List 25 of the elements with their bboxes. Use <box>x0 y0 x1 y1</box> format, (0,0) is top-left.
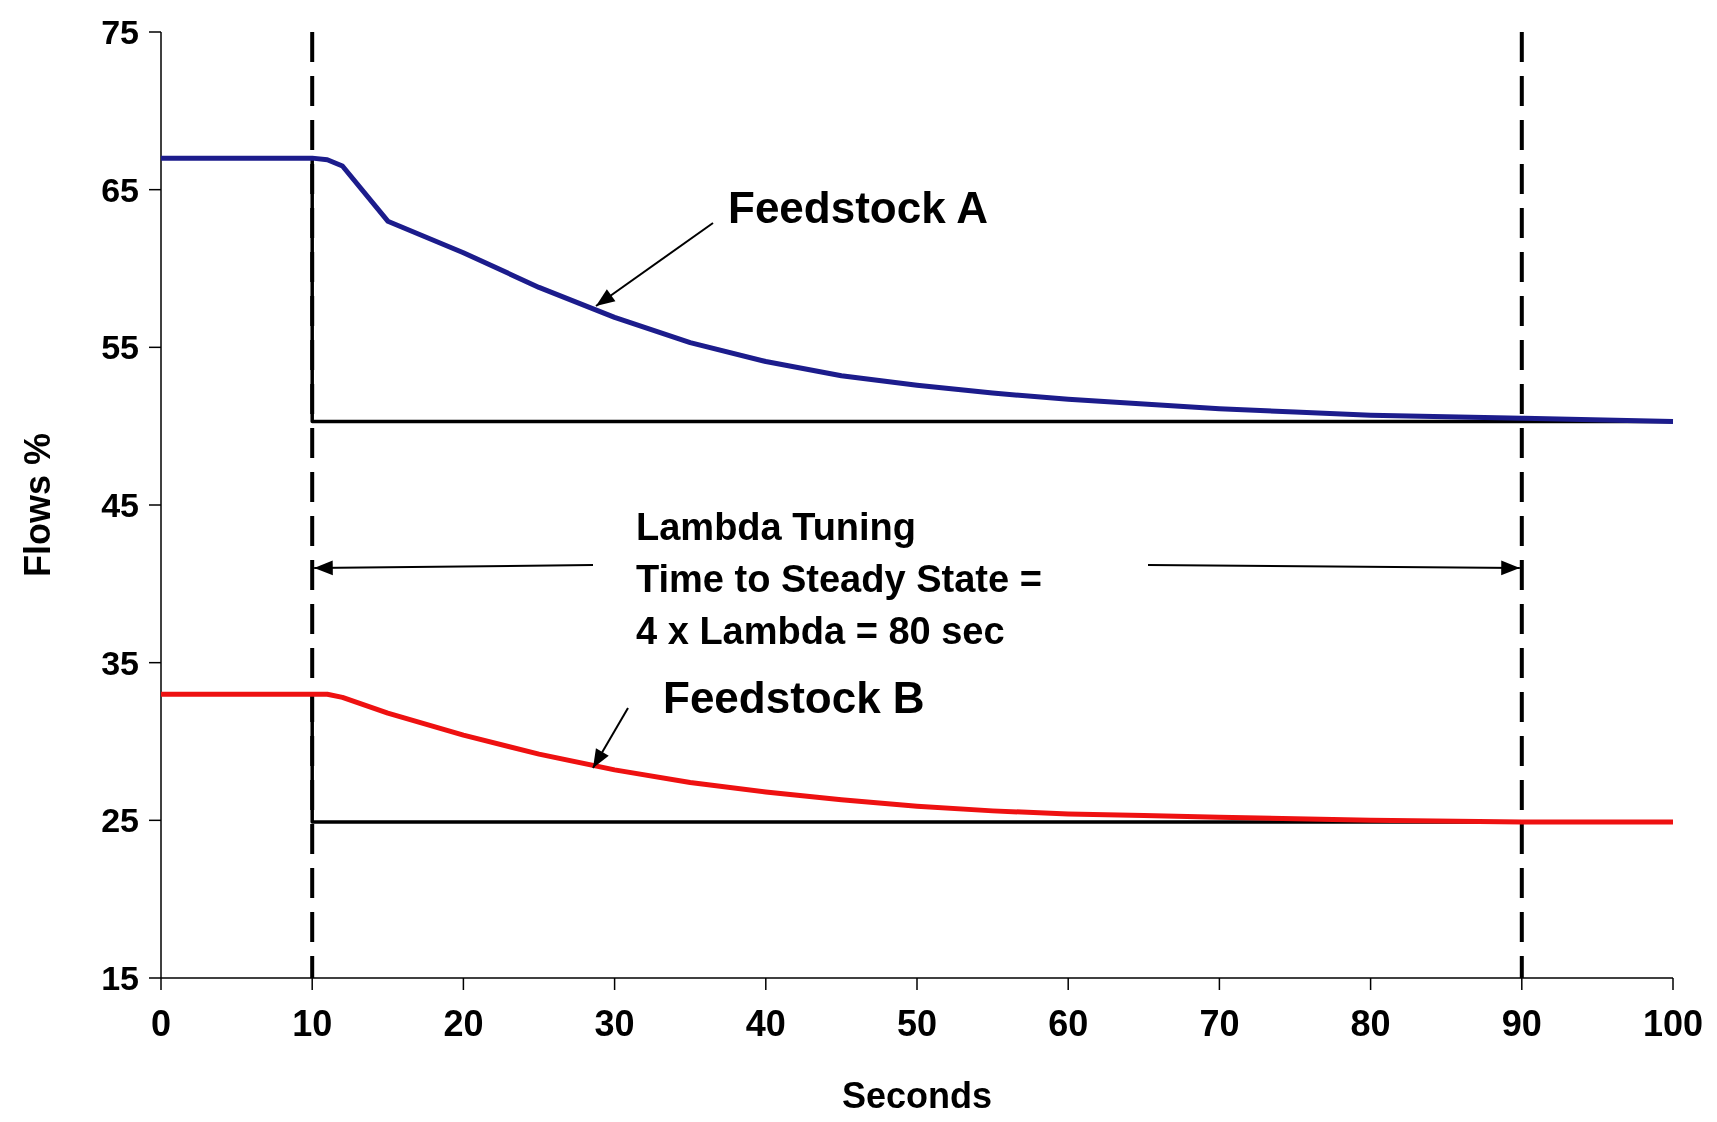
x-tick-label: 80 <box>1350 1003 1391 1044</box>
y-tick-label: 55 <box>101 328 139 367</box>
x-tick-label: 90 <box>1501 1003 1542 1044</box>
x-tick-label: 70 <box>1199 1003 1240 1044</box>
y-tick-label: 15 <box>101 958 139 997</box>
y-tick-label: 25 <box>101 801 139 840</box>
x-tick-label: 10 <box>292 1003 333 1044</box>
y-tick-label: 35 <box>101 643 139 682</box>
annotation: 4 x Lambda = 80 sec <box>636 610 1005 652</box>
x-tick-label: 20 <box>443 1003 484 1044</box>
y-axis-title: Flows % <box>17 432 58 578</box>
y-tick-label: 75 <box>101 12 139 51</box>
annotation: Time to Steady State = <box>636 558 1042 600</box>
y-tick-label: 65 <box>101 170 139 209</box>
x-tick-label: 40 <box>745 1003 786 1044</box>
annotation: Lambda Tuning <box>636 506 917 548</box>
x-axis-title: Seconds <box>841 1075 993 1116</box>
x-tick-label: 60 <box>1048 1003 1089 1044</box>
x-tick-label: 30 <box>594 1003 635 1044</box>
series-label: Feedstock B <box>663 673 925 722</box>
x-tick-label: 100 <box>1642 1003 1704 1044</box>
x-tick-label: 0 <box>150 1003 172 1044</box>
y-tick-label: 45 <box>101 485 139 524</box>
x-tick-label: 50 <box>896 1003 938 1044</box>
text: Feedstock A <box>728 183 989 232</box>
